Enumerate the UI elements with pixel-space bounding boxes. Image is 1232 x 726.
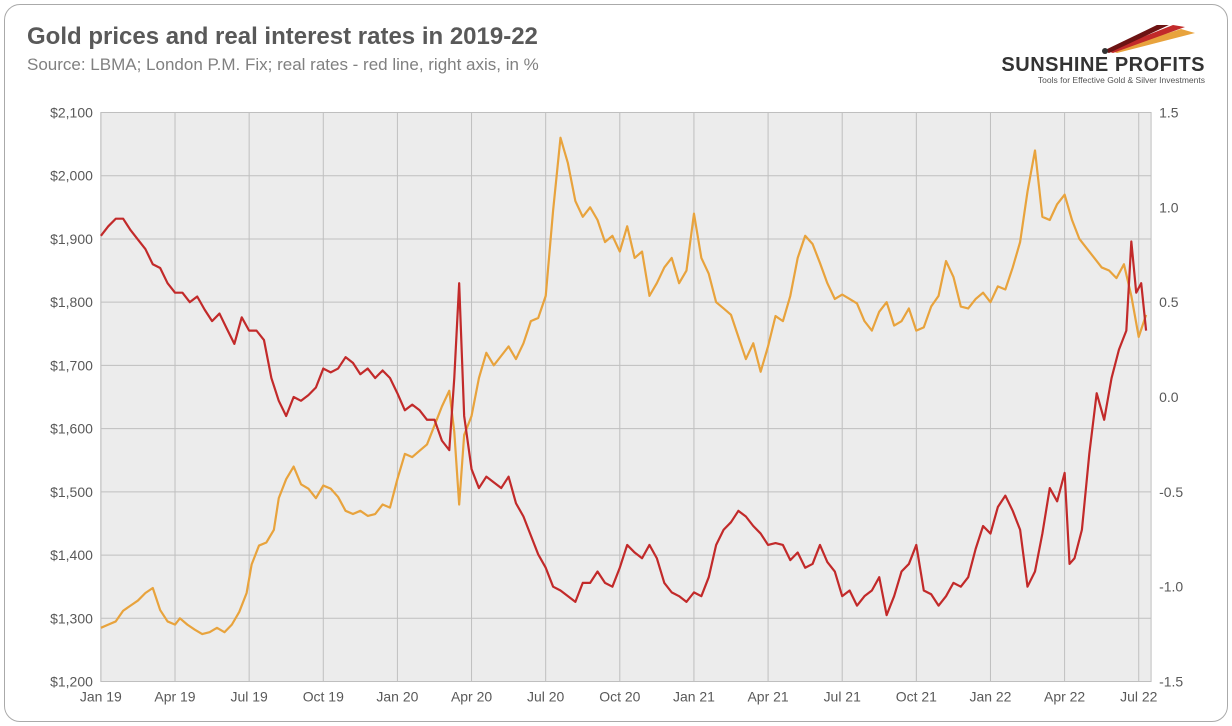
svg-text:Jan 21: Jan 21: [673, 689, 715, 705]
svg-text:Apr 20: Apr 20: [451, 689, 492, 705]
svg-text:$2,000: $2,000: [50, 168, 93, 184]
svg-text:$1,600: $1,600: [50, 421, 93, 437]
svg-text:Jul 19: Jul 19: [230, 689, 268, 705]
logo-icon: [1001, 25, 1201, 55]
svg-text:Jan 20: Jan 20: [376, 689, 418, 705]
svg-text:Jul 20: Jul 20: [527, 689, 565, 705]
svg-text:$1,700: $1,700: [50, 357, 93, 373]
svg-text:$1,400: $1,400: [50, 547, 93, 563]
logo-main-text: SUNSHINE PROFITS: [1001, 55, 1205, 75]
logo: SUNSHINE PROFITS Tools for Effective Gol…: [1001, 23, 1205, 86]
svg-text:$2,100: $2,100: [50, 105, 93, 121]
svg-text:Jan 22: Jan 22: [969, 689, 1011, 705]
svg-text:$1,800: $1,800: [50, 294, 93, 310]
svg-text:$1,900: $1,900: [50, 231, 93, 247]
line-chart: $1,200 $1,300 $1,400 $1,500 $1,600 $1,700 $1,8…: [27, 92, 1205, 712]
svg-text:$1,300: $1,300: [50, 610, 93, 626]
svg-text:Oct 19: Oct 19: [303, 689, 344, 705]
title-block: Gold prices and real interest rates in 2…: [27, 23, 1001, 75]
svg-text:0.0: 0.0: [1159, 389, 1179, 405]
svg-text:-1.5: -1.5: [1159, 674, 1183, 690]
chart-area: $1,200 $1,300 $1,400 $1,500 $1,600 $1,700 $1,8…: [27, 92, 1205, 712]
svg-text:Jul 22: Jul 22: [1120, 689, 1158, 705]
svg-text:-1.0: -1.0: [1159, 579, 1183, 595]
svg-text:0.5: 0.5: [1159, 294, 1179, 310]
header: Gold prices and real interest rates in 2…: [27, 23, 1205, 86]
svg-text:Oct 21: Oct 21: [896, 689, 937, 705]
svg-text:$1,500: $1,500: [50, 484, 93, 500]
svg-text:Apr 21: Apr 21: [747, 689, 788, 705]
svg-text:$1,200: $1,200: [50, 674, 93, 690]
svg-text:Apr 22: Apr 22: [1044, 689, 1085, 705]
chart-title: Gold prices and real interest rates in 2…: [27, 23, 1001, 51]
svg-text:-0.5: -0.5: [1159, 484, 1183, 500]
logo-sub-text: Tools for Effective Gold & Silver Invest…: [1001, 75, 1205, 86]
chart-frame: Gold prices and real interest rates in 2…: [4, 4, 1228, 722]
svg-text:Jan 19: Jan 19: [80, 689, 122, 705]
chart-subtitle: Source: LBMA; London P.M. Fix; real rate…: [27, 55, 1001, 75]
svg-text:Apr 19: Apr 19: [154, 689, 195, 705]
svg-text:Oct 20: Oct 20: [599, 689, 640, 705]
svg-text:Jul 21: Jul 21: [824, 689, 862, 705]
svg-text:1.5: 1.5: [1159, 105, 1179, 121]
svg-text:1.0: 1.0: [1159, 199, 1179, 215]
